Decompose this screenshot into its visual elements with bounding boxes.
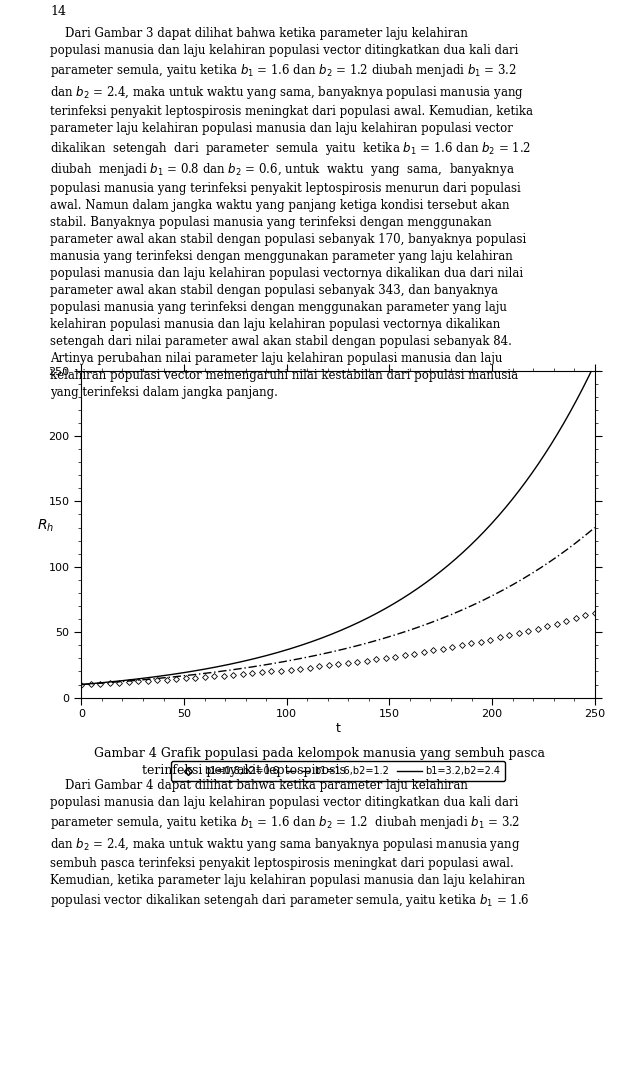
b1=3.2,b2=2.4 — [104, 676, 111, 689]
b1=0.8,b2=0.6 — [268, 665, 275, 678]
Legend: b1=0.8,b2=0.6, b1=1.6,b2=1.2, b1=3.2,b2=2.4: b1=0.8,b2=0.6, b1=1.6,b2=1.2, b1=3.2,b2=… — [171, 761, 505, 782]
b1=1.6,b2=1.2 — [104, 676, 111, 689]
b1=1.6,b2=1.2 — [314, 649, 321, 662]
b1=1.6,b2=1.2 — [576, 533, 583, 546]
Text: Dari Gambar 4 dapat dilihat bahwa ketika parameter laju kelahiran
populasi manus: Dari Gambar 4 dapat dilihat bahwa ketika… — [50, 779, 530, 909]
b1=3.2,b2=2.4 — [482, 523, 490, 536]
b1=1.6,b2=1.2 — [591, 521, 598, 534]
b1=1.6,b2=1.2 — [327, 645, 335, 658]
b1=0.8,b2=0.6 — [534, 622, 541, 635]
b1=0.8,b2=0.6 — [173, 673, 180, 686]
b1=3.2,b2=2.4 — [576, 387, 583, 400]
b1=0.8,b2=0.6 — [78, 678, 85, 691]
b1=1.6,b2=1.2 — [482, 593, 490, 606]
b1=3.2,b2=2.4 — [314, 633, 321, 646]
b1=0.8,b2=0.6 — [135, 675, 142, 688]
b1=3.2,b2=2.4 — [327, 628, 335, 641]
b1=1.6,b2=1.2 — [576, 533, 583, 546]
Text: Gambar 4 Grafik populasi pada kelompok manusia yang sembuh pasca
            ter: Gambar 4 Grafik populasi pada kelompok m… — [94, 747, 545, 777]
b1=3.2,b2=2.4 — [591, 358, 598, 371]
b1=1.6,b2=1.2 — [78, 678, 85, 691]
b1=3.2,b2=2.4 — [78, 678, 85, 691]
b1=0.8,b2=0.6 — [591, 606, 598, 619]
X-axis label: t: t — [336, 723, 341, 735]
Text: Dari Gambar 3 dapat dilihat bahwa ketika parameter laju kelahiran
populasi manus: Dari Gambar 3 dapat dilihat bahwa ketika… — [50, 27, 533, 399]
b1=0.8,b2=0.6 — [201, 670, 208, 683]
Line: b1=1.6,b2=1.2: b1=1.6,b2=1.2 — [81, 528, 595, 685]
Y-axis label: $R_h$: $R_h$ — [37, 518, 54, 534]
Line: b1=3.2,b2=2.4: b1=3.2,b2=2.4 — [81, 364, 595, 685]
b1=0.8,b2=0.6 — [582, 609, 589, 622]
Line: b1=0.8,b2=0.6: b1=0.8,b2=0.6 — [80, 610, 597, 687]
Text: 14: 14 — [50, 5, 66, 19]
b1=3.2,b2=2.4 — [576, 388, 583, 401]
